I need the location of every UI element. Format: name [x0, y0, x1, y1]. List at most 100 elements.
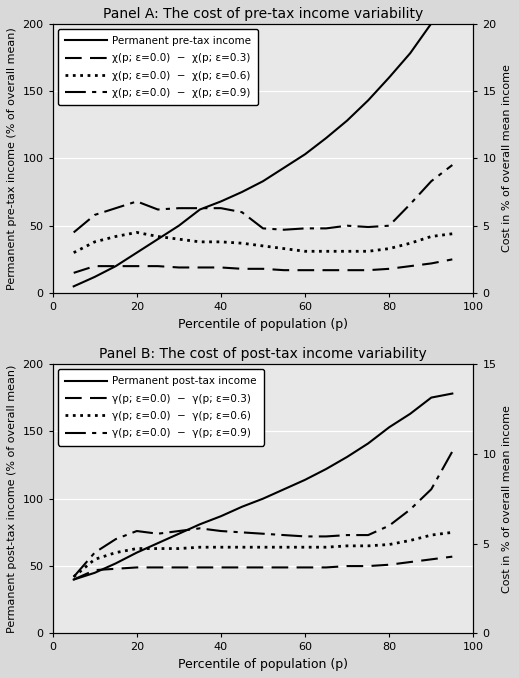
Y-axis label: Cost in % of overall mean income: Cost in % of overall mean income	[502, 64, 512, 252]
Permanent pre-tax income	[260, 177, 266, 185]
χ(p; ε=0.0)  −  χ(p; ε=0.3)	[449, 256, 456, 264]
Permanent pre-tax income	[302, 151, 308, 159]
γ(p; ε=0.0)  −  γ(p; ε=0.6)	[155, 544, 161, 553]
γ(p; ε=0.0)  −  γ(p; ε=0.9)	[239, 528, 245, 536]
X-axis label: Percentile of population (p): Percentile of population (p)	[178, 318, 348, 331]
Line: γ(p; ε=0.0)  −  γ(p; ε=0.6): γ(p; ε=0.0) − γ(p; ε=0.6)	[74, 532, 453, 577]
γ(p; ε=0.0)  −  γ(p; ε=0.3)	[344, 562, 350, 570]
Permanent post-tax income	[92, 569, 98, 577]
χ(p; ε=0.0)  −  χ(p; ε=0.9)	[281, 226, 287, 234]
χ(p; ε=0.0)  −  χ(p; ε=0.6)	[302, 247, 308, 256]
Permanent pre-tax income	[176, 222, 182, 230]
χ(p; ε=0.0)  −  χ(p; ε=0.6)	[407, 239, 413, 247]
χ(p; ε=0.0)  −  χ(p; ε=0.6)	[449, 230, 456, 238]
χ(p; ε=0.0)  −  χ(p; ε=0.6)	[281, 245, 287, 253]
Line: χ(p; ε=0.0)  −  χ(p; ε=0.9): χ(p; ε=0.0) − χ(p; ε=0.9)	[74, 165, 453, 233]
χ(p; ε=0.0)  −  χ(p; ε=0.6)	[71, 249, 77, 257]
χ(p; ε=0.0)  −  χ(p; ε=0.6)	[365, 247, 371, 256]
γ(p; ε=0.0)  −  γ(p; ε=0.9)	[134, 527, 140, 535]
γ(p; ε=0.0)  −  γ(p; ε=0.9)	[302, 532, 308, 540]
Permanent post-tax income	[428, 393, 434, 401]
χ(p; ε=0.0)  −  χ(p; ε=0.6)	[155, 233, 161, 241]
χ(p; ε=0.0)  −  χ(p; ε=0.3)	[218, 264, 224, 272]
χ(p; ε=0.0)  −  χ(p; ε=0.6)	[323, 247, 329, 256]
χ(p; ε=0.0)  −  χ(p; ε=0.3)	[134, 262, 140, 271]
γ(p; ε=0.0)  −  γ(p; ε=0.9)	[155, 530, 161, 538]
γ(p; ε=0.0)  −  γ(p; ε=0.9)	[92, 549, 98, 557]
γ(p; ε=0.0)  −  γ(p; ε=0.6)	[428, 531, 434, 539]
γ(p; ε=0.0)  −  γ(p; ε=0.3)	[176, 563, 182, 572]
Permanent pre-tax income	[71, 282, 77, 290]
Permanent post-tax income	[281, 485, 287, 494]
χ(p; ε=0.0)  −  χ(p; ε=0.3)	[239, 264, 245, 273]
χ(p; ε=0.0)  −  χ(p; ε=0.3)	[323, 266, 329, 274]
Line: χ(p; ε=0.0)  −  χ(p; ε=0.3): χ(p; ε=0.0) − χ(p; ε=0.3)	[74, 260, 453, 273]
γ(p; ε=0.0)  −  γ(p; ε=0.9)	[113, 535, 119, 543]
γ(p; ε=0.0)  −  γ(p; ε=0.6)	[218, 543, 224, 551]
γ(p; ε=0.0)  −  γ(p; ε=0.9)	[365, 531, 371, 539]
χ(p; ε=0.0)  −  χ(p; ε=0.6)	[218, 238, 224, 246]
χ(p; ε=0.0)  −  χ(p; ε=0.9)	[449, 161, 456, 169]
χ(p; ε=0.0)  −  χ(p; ε=0.9)	[134, 197, 140, 205]
γ(p; ε=0.0)  −  γ(p; ε=0.9)	[260, 530, 266, 538]
χ(p; ε=0.0)  −  χ(p; ε=0.9)	[92, 211, 98, 219]
χ(p; ε=0.0)  −  χ(p; ε=0.9)	[428, 177, 434, 185]
χ(p; ε=0.0)  −  χ(p; ε=0.3)	[344, 266, 350, 274]
Permanent pre-tax income	[407, 49, 413, 57]
Permanent post-tax income	[134, 549, 140, 557]
Permanent post-tax income	[344, 453, 350, 461]
Line: Permanent pre-tax income: Permanent pre-tax income	[74, 17, 453, 286]
Permanent post-tax income	[386, 423, 392, 431]
χ(p; ε=0.0)  −  χ(p; ε=0.3)	[386, 264, 392, 273]
γ(p; ε=0.0)  −  γ(p; ε=0.9)	[281, 531, 287, 539]
χ(p; ε=0.0)  −  χ(p; ε=0.9)	[155, 205, 161, 214]
Permanent post-tax income	[302, 476, 308, 484]
γ(p; ε=0.0)  −  γ(p; ε=0.3)	[134, 563, 140, 572]
χ(p; ε=0.0)  −  χ(p; ε=0.3)	[302, 266, 308, 274]
χ(p; ε=0.0)  −  χ(p; ε=0.9)	[302, 224, 308, 233]
γ(p; ε=0.0)  −  γ(p; ε=0.3)	[407, 558, 413, 566]
γ(p; ε=0.0)  −  γ(p; ε=0.3)	[260, 563, 266, 572]
Permanent pre-tax income	[365, 96, 371, 104]
γ(p; ε=0.0)  −  γ(p; ε=0.3)	[365, 562, 371, 570]
Permanent pre-tax income	[134, 249, 140, 257]
χ(p; ε=0.0)  −  χ(p; ε=0.3)	[197, 264, 203, 272]
Permanent post-tax income	[260, 495, 266, 503]
Y-axis label: Cost in % of overall mean income: Cost in % of overall mean income	[502, 405, 512, 593]
χ(p; ε=0.0)  −  χ(p; ε=0.6)	[260, 242, 266, 250]
γ(p; ε=0.0)  −  γ(p; ε=0.3)	[239, 563, 245, 572]
γ(p; ε=0.0)  −  γ(p; ε=0.6)	[323, 543, 329, 551]
γ(p; ε=0.0)  −  γ(p; ε=0.3)	[197, 563, 203, 572]
χ(p; ε=0.0)  −  χ(p; ε=0.9)	[176, 204, 182, 212]
χ(p; ε=0.0)  −  χ(p; ε=0.6)	[134, 228, 140, 237]
Permanent pre-tax income	[113, 262, 119, 271]
Title: Panel A: The cost of pre-tax income variability: Panel A: The cost of pre-tax income vari…	[103, 7, 423, 21]
χ(p; ε=0.0)  −  χ(p; ε=0.9)	[218, 204, 224, 212]
Line: γ(p; ε=0.0)  −  γ(p; ε=0.3): γ(p; ε=0.0) − γ(p; ε=0.3)	[74, 557, 453, 580]
χ(p; ε=0.0)  −  χ(p; ε=0.3)	[71, 268, 77, 277]
Title: Panel B: The cost of post-tax income variability: Panel B: The cost of post-tax income var…	[99, 347, 427, 361]
γ(p; ε=0.0)  −  γ(p; ε=0.3)	[428, 555, 434, 563]
γ(p; ε=0.0)  −  γ(p; ε=0.6)	[113, 549, 119, 557]
χ(p; ε=0.0)  −  χ(p; ε=0.3)	[260, 264, 266, 273]
Permanent post-tax income	[113, 559, 119, 567]
γ(p; ε=0.0)  −  γ(p; ε=0.6)	[365, 542, 371, 550]
χ(p; ε=0.0)  −  χ(p; ε=0.9)	[386, 222, 392, 230]
Permanent post-tax income	[365, 439, 371, 447]
χ(p; ε=0.0)  −  χ(p; ε=0.3)	[155, 262, 161, 271]
Permanent pre-tax income	[218, 197, 224, 205]
χ(p; ε=0.0)  −  χ(p; ε=0.6)	[428, 233, 434, 241]
χ(p; ε=0.0)  −  χ(p; ε=0.6)	[239, 239, 245, 247]
Legend: Permanent pre-tax income, χ(p; ε=0.0)  −  χ(p; ε=0.3), χ(p; ε=0.0)  −  χ(p; ε=0.: Permanent pre-tax income, χ(p; ε=0.0) − …	[58, 28, 258, 105]
γ(p; ε=0.0)  −  γ(p; ε=0.3)	[302, 563, 308, 572]
γ(p; ε=0.0)  −  γ(p; ε=0.6)	[281, 543, 287, 551]
γ(p; ε=0.0)  −  γ(p; ε=0.6)	[407, 536, 413, 544]
γ(p; ε=0.0)  −  γ(p; ε=0.3)	[71, 576, 77, 584]
χ(p; ε=0.0)  −  χ(p; ε=0.6)	[92, 238, 98, 246]
Permanent post-tax income	[176, 530, 182, 538]
γ(p; ε=0.0)  −  γ(p; ε=0.6)	[302, 543, 308, 551]
χ(p; ε=0.0)  −  χ(p; ε=0.9)	[323, 224, 329, 233]
Permanent pre-tax income	[449, 13, 456, 21]
γ(p; ε=0.0)  −  γ(p; ε=0.3)	[113, 565, 119, 573]
χ(p; ε=0.0)  −  χ(p; ε=0.3)	[176, 264, 182, 272]
